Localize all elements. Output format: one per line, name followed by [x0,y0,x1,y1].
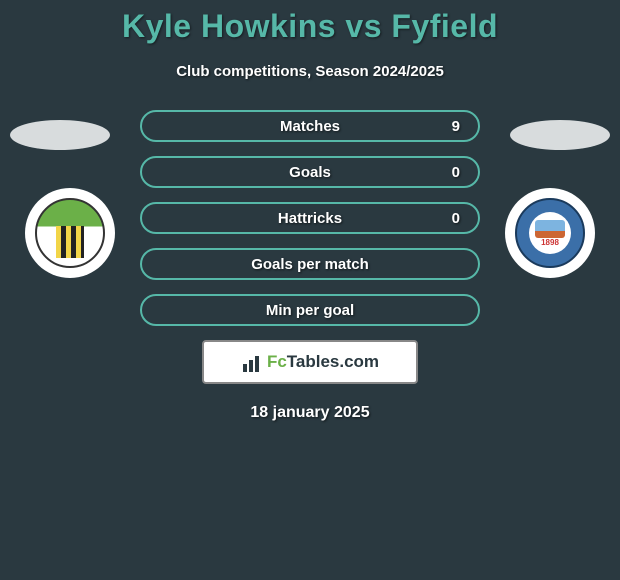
stat-label: Matches [280,118,340,135]
club-badge-right: 1898 [505,188,595,278]
player-right-oval [510,120,610,150]
stats-column: Matches 9 Goals 0 Hattricks 0 Goals per … [140,110,480,326]
chart-icon [241,352,263,372]
stat-row-min-per-goal: Min per goal [140,294,480,326]
stat-label: Goals per match [251,256,369,273]
crest-center-icon: 1898 [529,212,571,254]
stat-right-value: 0 [452,164,460,181]
comparison-area: 1898 Matches 9 Goals 0 Hattricks 0 Goals… [0,110,620,422]
crest-scene-icon [535,220,565,238]
branding-main: Tables [287,352,340,371]
subtitle: Club competitions, Season 2024/2025 [0,63,620,80]
date-text: 18 january 2025 [0,404,620,422]
stat-right-value: 0 [452,210,460,227]
branding-prefix: Fc [267,352,287,371]
stat-label: Goals [289,164,331,181]
crest-stripes-icon [56,226,84,258]
stat-row-hattricks: Hattricks 0 [140,202,480,234]
branding-text: FcTables.com [267,352,379,372]
stat-row-goals: Goals 0 [140,156,480,188]
crest-year: 1898 [541,238,559,247]
stat-row-matches: Matches 9 [140,110,480,142]
club-crest-left-icon [35,198,105,268]
branding-box[interactable]: FcTables.com [202,340,418,384]
stat-label: Min per goal [266,302,354,319]
page-title: Kyle Howkins vs Fyfield [0,0,620,45]
stat-row-goals-per-match: Goals per match [140,248,480,280]
player-left-oval [10,120,110,150]
club-badge-left [25,188,115,278]
stat-right-value: 9 [452,118,460,135]
branding-suffix: .com [339,352,379,371]
club-crest-right-icon: 1898 [515,198,585,268]
stat-label: Hattricks [278,210,342,227]
